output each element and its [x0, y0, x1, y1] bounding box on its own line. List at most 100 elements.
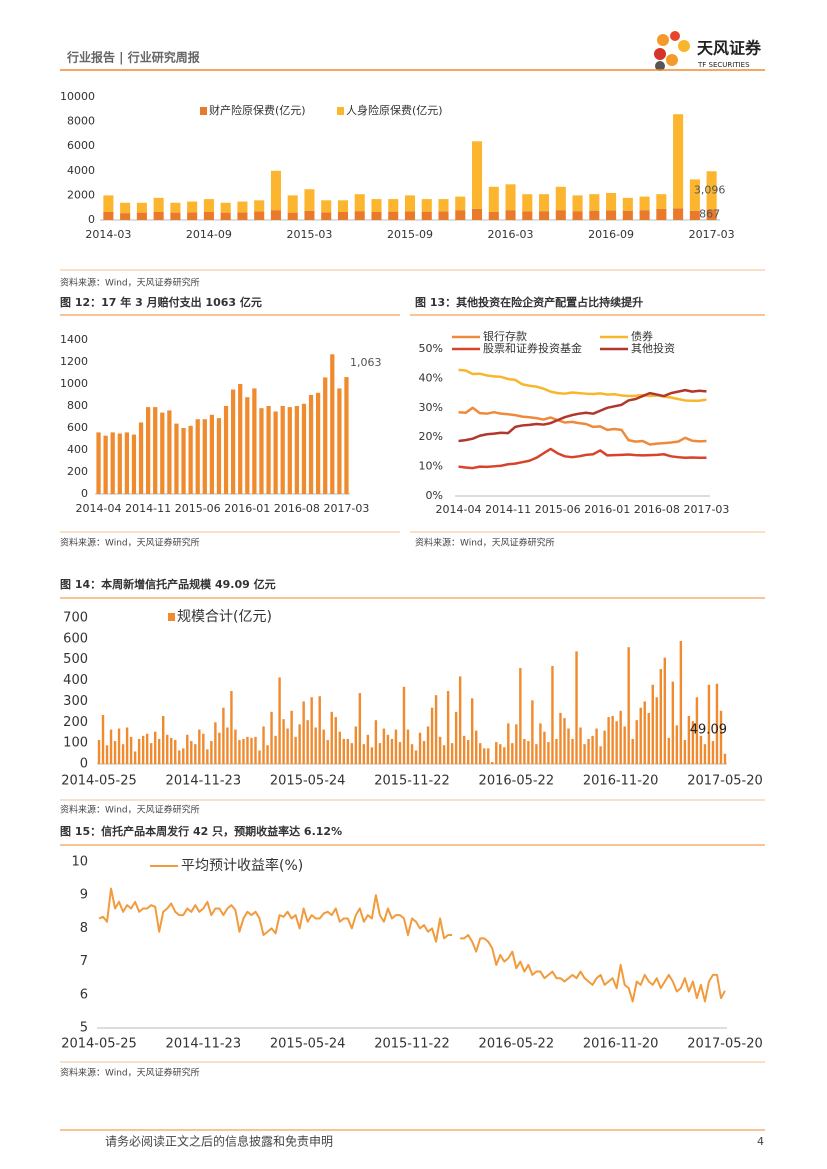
bar	[572, 195, 583, 212]
bar	[166, 734, 169, 764]
legend-label: 财产险原保费(亿元)	[209, 103, 306, 117]
bar	[129, 736, 133, 764]
bar	[270, 711, 273, 764]
bar	[639, 210, 650, 220]
bar	[706, 209, 717, 220]
bar	[388, 199, 399, 212]
bar	[133, 751, 137, 764]
bar	[302, 701, 305, 764]
bar	[378, 743, 382, 764]
bar	[555, 210, 566, 220]
source-note: 资料来源：Wind，天风证券研究所	[415, 537, 555, 549]
legend-label: 银行存款	[483, 329, 527, 343]
bar	[622, 197, 633, 211]
bar	[290, 710, 293, 764]
x-tick-label: 2016-01	[224, 502, 270, 515]
bar	[515, 724, 518, 764]
bar	[450, 743, 454, 764]
bar	[103, 212, 114, 220]
x-tick-label: 2017-03	[683, 503, 729, 516]
y-tick-label: 200	[67, 465, 88, 478]
bar	[170, 212, 181, 220]
y-tick-label: 0	[88, 213, 95, 226]
bar	[455, 196, 466, 211]
bar	[623, 726, 626, 764]
bar	[323, 377, 328, 494]
logo-petal	[666, 54, 678, 66]
bar	[402, 686, 406, 764]
bar	[430, 707, 434, 764]
y-tick-label: 6	[80, 987, 88, 1002]
logo-petal	[654, 48, 666, 60]
bar	[136, 202, 147, 213]
bar	[631, 738, 634, 764]
logo: 天风证券 TF SECURITIES	[654, 31, 762, 71]
bar	[519, 668, 522, 764]
bar	[539, 211, 550, 220]
bar	[455, 210, 466, 220]
x-tick-label: 2015-11-22	[374, 1037, 450, 1052]
data-label: 867	[699, 208, 720, 221]
bar	[318, 696, 321, 764]
bar	[252, 388, 257, 494]
y-tick-label: 800	[67, 399, 88, 412]
x-tick-label: 2014-05-25	[61, 774, 137, 789]
bar	[673, 208, 684, 220]
x-tick-label: 2017-05-20	[687, 774, 763, 789]
bar	[350, 743, 354, 764]
bar	[507, 723, 510, 764]
y-tick-label: 1400	[60, 333, 88, 346]
bar	[362, 744, 366, 764]
y-tick-label: 6000	[67, 139, 95, 152]
bar	[446, 691, 450, 764]
bar	[294, 736, 297, 764]
bar	[579, 727, 582, 764]
x-tick-label: 2014-04	[436, 503, 482, 516]
bar	[699, 735, 703, 764]
bar	[572, 211, 583, 220]
source-note: 资料来源：Wind，天风证券研究所	[60, 804, 200, 816]
bar	[230, 691, 233, 764]
bar	[555, 186, 566, 211]
bar	[354, 211, 365, 220]
bar	[113, 741, 117, 764]
x-tick-label: 2014-04	[76, 502, 122, 515]
bar	[117, 433, 122, 494]
bar	[591, 735, 594, 764]
bar	[342, 738, 345, 764]
y-tick-label: 8	[80, 921, 88, 936]
x-tick-label: 2015-03	[286, 228, 332, 241]
x-tick-label: 2015-06	[535, 503, 581, 516]
bar	[589, 210, 600, 220]
bar	[220, 212, 231, 220]
bar	[689, 210, 700, 220]
bar	[266, 745, 269, 764]
bar	[462, 735, 466, 764]
bar	[615, 721, 618, 764]
bar	[531, 700, 534, 764]
x-tick-label: 2017-03	[689, 228, 735, 241]
bar	[606, 192, 617, 211]
bar	[547, 742, 550, 764]
x-tick-label: 2016-11-20	[583, 1037, 659, 1052]
bar	[707, 684, 711, 764]
bar	[314, 727, 317, 764]
bar	[358, 693, 362, 764]
y-tick-label: 700	[63, 611, 88, 626]
bar	[683, 740, 687, 764]
legend-label: 其他投资	[631, 341, 675, 355]
bar	[627, 647, 630, 764]
bar	[438, 736, 442, 764]
bar	[125, 727, 129, 764]
bar	[606, 210, 617, 220]
x-tick-label: 2015-06	[175, 502, 221, 515]
bar	[679, 640, 683, 764]
x-tick-label: 2016-09	[588, 228, 634, 241]
bar	[703, 744, 707, 764]
y-tick-label: 8000	[67, 115, 95, 128]
bar	[571, 738, 574, 764]
bar	[103, 195, 114, 213]
bar	[635, 720, 638, 764]
x-tick-label: 2015-11-22	[374, 774, 450, 789]
bar	[245, 397, 250, 494]
